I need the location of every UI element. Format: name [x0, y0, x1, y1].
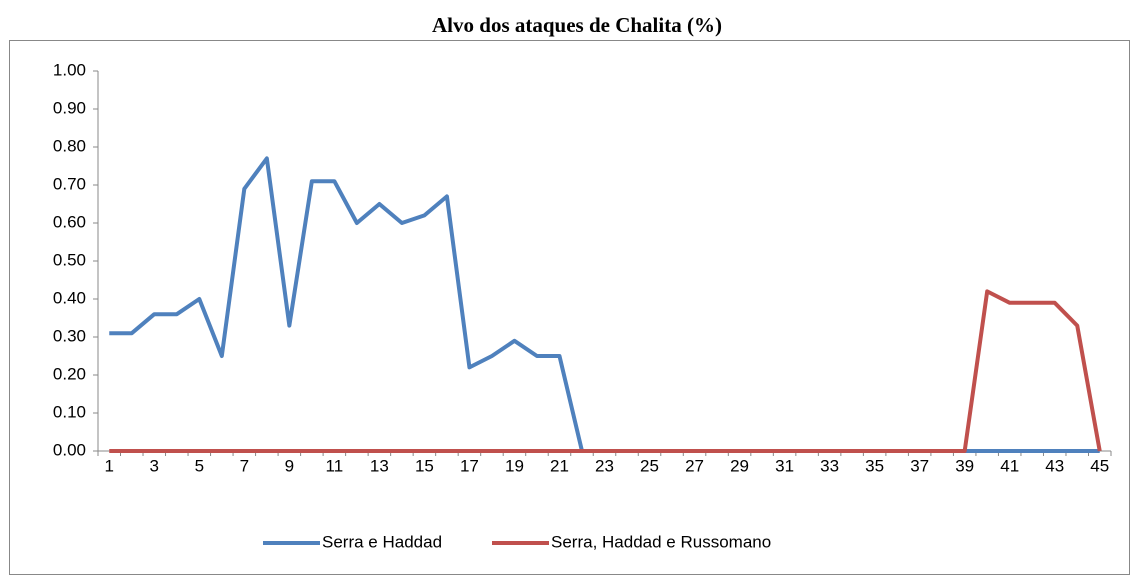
- x-tick-label: 21: [550, 456, 569, 475]
- y-tick-label: 0.20: [53, 364, 86, 383]
- x-tick-label: 37: [910, 456, 929, 475]
- x-tick-label: 45: [1090, 456, 1109, 475]
- x-tick-label: 9: [285, 456, 294, 475]
- x-tick-label: 15: [415, 456, 434, 475]
- series-line: [109, 289, 1102, 453]
- x-tick-label: 43: [1045, 456, 1064, 475]
- x-tick-label: 1: [105, 456, 114, 475]
- y-tick-label: 0.80: [53, 136, 86, 155]
- x-tick-label: 25: [640, 456, 659, 475]
- x-tick-label: 19: [505, 456, 524, 475]
- chart-border: [9, 40, 1130, 575]
- x-tick-label: 35: [865, 456, 884, 475]
- x-tick-label: 33: [820, 456, 839, 475]
- legend-label: Serra, Haddad e Russomano: [551, 532, 771, 551]
- x-tick-label: 7: [240, 456, 249, 475]
- x-tick-label: 27: [685, 456, 704, 475]
- legend-label: Serra e Haddad: [322, 532, 442, 551]
- x-tick-label: 11: [326, 456, 344, 475]
- y-tick-label: 0.00: [53, 440, 86, 459]
- y-tick-label: 0.10: [53, 402, 86, 421]
- y-tick-label: 0.30: [53, 326, 86, 345]
- x-tick-label: 39: [955, 456, 974, 475]
- x-tick-label: 29: [730, 456, 749, 475]
- x-tick-label: 41: [1000, 456, 1019, 475]
- x-tick-label: 31: [775, 456, 794, 475]
- y-tick-label: 0.60: [53, 212, 86, 231]
- chart-title: Alvo dos ataques de Chalita (%): [432, 13, 722, 37]
- y-tick-label: 0.40: [53, 288, 86, 307]
- y-tick-label: 1.00: [53, 60, 86, 79]
- x-tick-label: 17: [460, 456, 479, 475]
- x-tick-label: 5: [195, 456, 204, 475]
- y-tick-label: 0.50: [53, 250, 86, 269]
- y-tick-label: 0.70: [53, 174, 86, 193]
- y-tick-label: 0.90: [53, 98, 86, 117]
- x-tick-label: 3: [150, 456, 159, 475]
- x-tick-label: 13: [370, 456, 389, 475]
- x-tick-label: 23: [595, 456, 614, 475]
